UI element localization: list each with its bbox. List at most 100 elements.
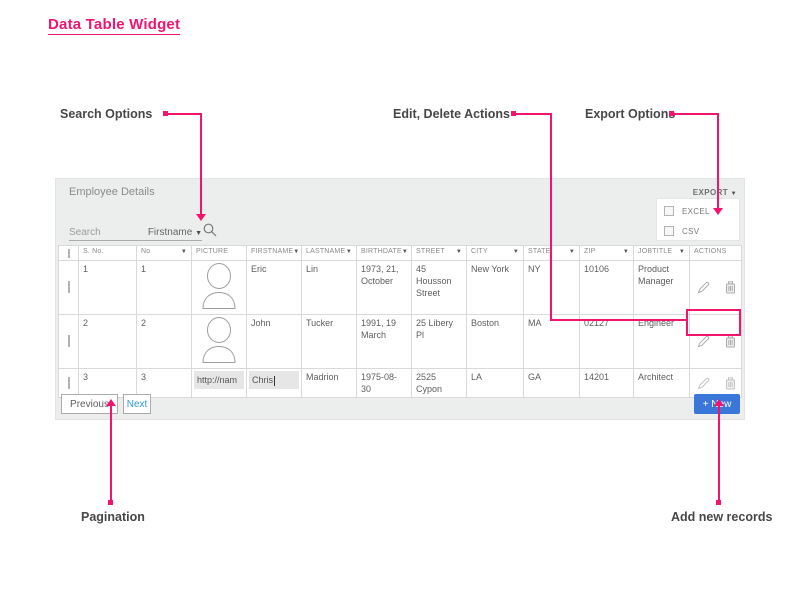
picture-url-input[interactable]: http://nam	[194, 371, 244, 390]
cell-jobtitle: Architect	[633, 367, 690, 399]
cell-city: New York	[466, 260, 524, 315]
cell-actions	[689, 260, 742, 315]
cell-street: 25 Libery Pl	[411, 314, 467, 369]
annotation-dot	[669, 111, 674, 116]
cell-city: LA	[466, 367, 524, 399]
cell-state: MA	[523, 314, 580, 369]
chevron-down-icon: ▼	[730, 191, 737, 197]
chevron-down-icon: ▼	[195, 230, 202, 237]
row-checkbox[interactable]	[67, 281, 70, 294]
select-all-checkbox[interactable]	[67, 248, 70, 258]
cell-picture: http://nam	[191, 367, 247, 399]
firstname-input[interactable]: Chris	[249, 371, 299, 390]
cell-sno: 2	[78, 314, 137, 369]
annotation-arrow-icon	[196, 214, 206, 221]
edit-pencil-icon[interactable]	[697, 377, 710, 390]
filter-icon[interactable]: ▼	[678, 248, 685, 255]
table-row: 3 3 http://nam Chris Madrion 1975-08-30 …	[58, 367, 742, 399]
annotation-dot	[163, 111, 168, 116]
export-option-excel[interactable]: EXCEL	[657, 199, 739, 219]
cell-birthdate: 1975-08-30	[356, 367, 412, 399]
filter-icon[interactable]: ▼	[401, 248, 408, 255]
avatar	[202, 262, 236, 309]
annotation-arrow-icon	[714, 399, 724, 406]
filter-icon[interactable]: ▼	[568, 248, 575, 255]
text-caret	[274, 375, 276, 386]
col-actions: ACTIONS	[689, 245, 742, 261]
csv-checkbox[interactable]	[664, 226, 674, 236]
page-title: Data Table Widget	[48, 16, 181, 35]
col-city: CITY ▼	[466, 245, 524, 261]
row-checkbox[interactable]	[67, 377, 70, 390]
filter-icon[interactable]: ▼	[512, 248, 519, 255]
cell-lastname: Lin	[301, 260, 357, 315]
search-field-select[interactable]: Firstname ▼	[148, 227, 202, 238]
cell-street: 45 Housson Street	[411, 260, 467, 315]
avatar	[202, 316, 236, 363]
excel-label: EXCEL	[682, 206, 710, 216]
cell-firstname: John	[246, 314, 302, 369]
export-dropdown-toggle[interactable]: EXPORT ▼	[693, 188, 737, 197]
cell-no: 1	[136, 260, 192, 315]
filter-icon[interactable]: ▼	[345, 248, 352, 255]
delete-trash-icon[interactable]	[725, 281, 736, 294]
annotation-arrow-icon	[713, 208, 723, 215]
excel-checkbox[interactable]	[664, 206, 674, 216]
annotation-line	[717, 113, 719, 208]
annotation-line	[673, 113, 718, 115]
delete-trash-icon[interactable]	[725, 376, 736, 390]
annotation-line	[200, 113, 202, 214]
col-lastname: LASTNAME ▼	[301, 245, 357, 261]
col-jobtitle: JOBTITLE ▼	[633, 245, 690, 261]
annotation-add-new: Add new records	[671, 510, 773, 524]
cell-street: 2525 Cypon	[411, 367, 467, 399]
cell-lastname: Tucker	[301, 314, 357, 369]
edit-pencil-icon[interactable]	[697, 335, 710, 348]
col-zip: ZIP ▼	[579, 245, 634, 261]
employee-table: S. No. No ▼ PICTURE FIRSTNAME ▼ LASTNAME ▼ …	[58, 245, 742, 399]
filter-icon[interactable]: ▼	[622, 248, 629, 255]
filter-icon[interactable]: ▼	[455, 248, 462, 255]
export-menu: EXCEL CSV	[656, 198, 740, 241]
filter-icon[interactable]: ▼	[293, 248, 300, 255]
annotation-arrow-icon	[106, 399, 116, 406]
search-icon[interactable]	[203, 223, 217, 242]
data-table-widget: Employee Details EXPORT ▼ EXCEL CSV Sear…	[55, 178, 745, 420]
delete-trash-icon[interactable]	[725, 335, 736, 348]
export-option-csv[interactable]: CSV	[657, 219, 739, 239]
cell-picture	[191, 260, 247, 315]
annotation-search-options: Search Options	[60, 107, 153, 121]
table-header-row: S. No. No ▼ PICTURE FIRSTNAME ▼ LASTNAME ▼ …	[58, 245, 742, 261]
cell-lastname: Madrion	[301, 367, 357, 399]
annotation-line	[167, 113, 202, 115]
annotation-dot	[108, 500, 113, 505]
cell-state: GA	[523, 367, 580, 399]
cell-sno: 1	[78, 260, 137, 315]
search-input[interactable]: Search Firstname ▼	[69, 221, 202, 241]
row-checkbox[interactable]	[67, 335, 70, 348]
export-label: EXPORT	[692, 188, 729, 197]
next-button[interactable]: Next	[123, 394, 151, 414]
cell-picture	[191, 314, 247, 369]
cell-jobtitle: Product Manager	[633, 260, 690, 315]
cell-zip: 02127	[579, 314, 634, 369]
col-no: No ▼	[136, 245, 192, 261]
col-firstname: FIRSTNAME ▼	[246, 245, 302, 261]
annotation-dot	[716, 500, 721, 505]
filter-icon[interactable]: ▼	[180, 248, 187, 255]
col-picture: PICTURE	[191, 245, 247, 261]
previous-button[interactable]: Previous	[61, 394, 118, 414]
cell-firstname: Chris	[246, 367, 302, 399]
edit-pencil-icon[interactable]	[697, 281, 710, 294]
col-street: STREET ▼	[411, 245, 467, 261]
annotation-export-options: Export Options	[585, 107, 676, 121]
search-placeholder: Search	[69, 227, 101, 238]
annotation-line	[550, 113, 552, 321]
cell-no: 3	[136, 367, 192, 399]
cell-birthdate: 1991, 19 March	[356, 314, 412, 369]
annotation-line	[515, 113, 552, 115]
annotation-line	[110, 406, 112, 502]
cell-firstname: Eric	[246, 260, 302, 315]
cell-city: Boston	[466, 314, 524, 369]
